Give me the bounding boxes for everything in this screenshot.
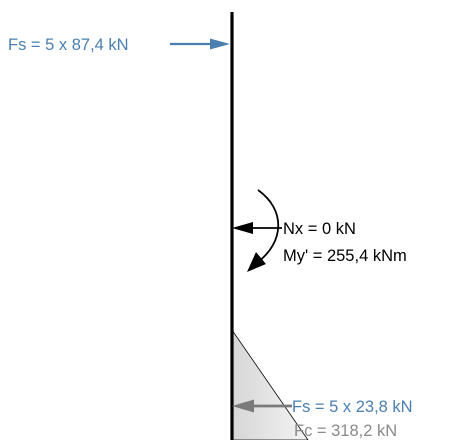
bending-moment-arrow-head — [247, 252, 266, 272]
steel-force-top: Fs = 5 x 87,4 kN — [8, 36, 230, 54]
normal-force: Nx = 0 kN — [232, 220, 356, 238]
steel-force-bottom-arrow-head — [232, 399, 254, 413]
steel-force-top-label: Fs = 5 x 87,4 kN — [8, 36, 129, 54]
concrete-force-label: Fc = 318,2 kN — [294, 422, 397, 440]
bending-moment: My' = 255,4 kNm — [247, 189, 407, 272]
normal-force-arrow-head — [232, 222, 253, 234]
steel-force-bottom: Fs = 5 x 23,8 kN — [232, 398, 413, 416]
normal-force-label: Nx = 0 kN — [283, 220, 356, 238]
steel-force-bottom-label: Fs = 5 x 23,8 kN — [292, 398, 413, 416]
bending-moment-label: My' = 255,4 kNm — [283, 247, 407, 265]
bending-moment-arc — [257, 189, 280, 263]
steel-force-top-arrow-head — [210, 38, 230, 50]
